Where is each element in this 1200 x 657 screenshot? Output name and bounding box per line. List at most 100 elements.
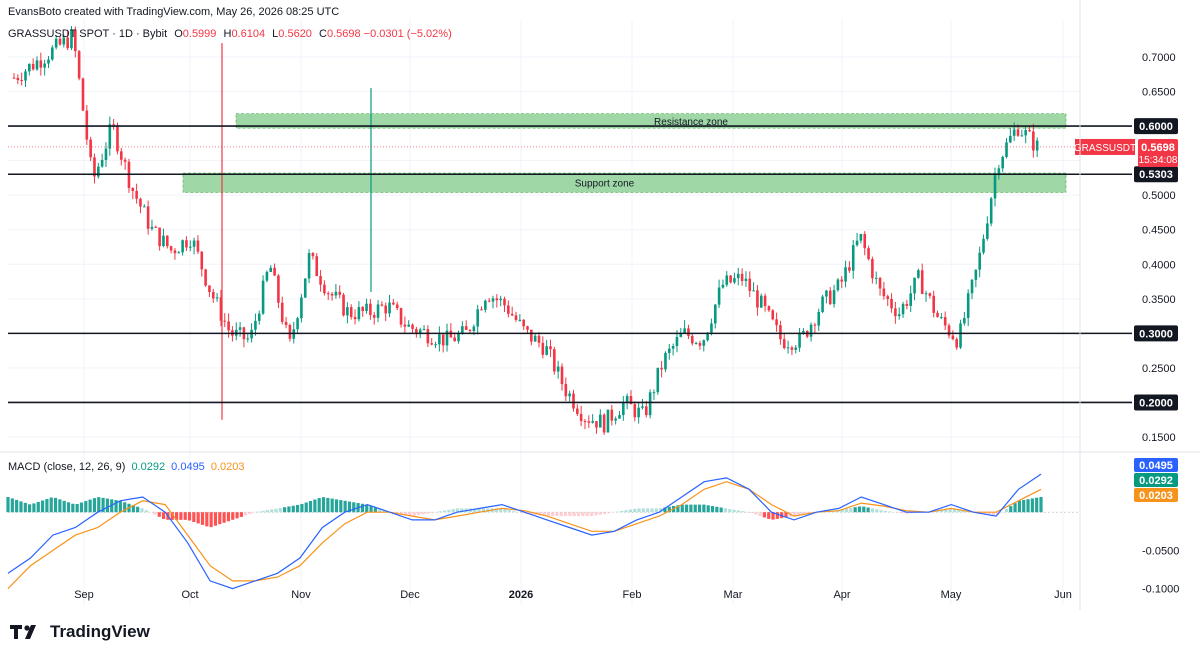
candle	[188, 240, 192, 252]
macd-hist-bar	[572, 512, 576, 517]
macd-hist-bar	[667, 506, 671, 513]
candle	[683, 320, 686, 334]
candle	[974, 269, 978, 288]
macd-hist-bar	[749, 512, 754, 514]
candle	[782, 333, 786, 350]
macd-hist-bar	[494, 508, 499, 513]
candle	[349, 304, 353, 320]
tradingview-logo[interactable]: TradingView	[10, 621, 150, 643]
candle	[35, 56, 39, 71]
candle	[300, 294, 303, 323]
candle	[142, 204, 146, 208]
macd-hist-bar	[615, 511, 620, 513]
candle	[315, 252, 319, 277]
candle	[890, 293, 893, 313]
ohlc-legend: GRASSUSDT SPOT · 1D · Bybit O0.5999 H0.6…	[8, 28, 452, 40]
macd-hist-bar	[101, 497, 105, 513]
tradingview-wordmark: TradingView	[50, 622, 150, 641]
macd-hist-bar	[693, 504, 697, 513]
candle	[269, 265, 273, 273]
zones-layer: Resistance zone Support zone	[182, 113, 1067, 193]
candle	[441, 334, 445, 353]
macd-hist-bar	[987, 512, 991, 515]
candle	[848, 261, 851, 273]
macd-hist-bar	[28, 504, 32, 513]
high-value: 0.6104	[231, 28, 266, 40]
macd-hist-bar	[840, 509, 844, 513]
candle	[438, 326, 441, 352]
macd-hist-bar	[1035, 497, 1039, 513]
candle	[1032, 123, 1035, 158]
open-label: O	[174, 28, 183, 40]
candle	[867, 245, 870, 261]
candle	[31, 58, 35, 71]
macd-hist-bar	[771, 512, 775, 520]
candle	[484, 299, 487, 313]
macd-hist-bar	[123, 502, 127, 513]
candle	[12, 73, 16, 79]
candle	[422, 325, 426, 331]
candle	[223, 313, 227, 328]
candle	[399, 307, 403, 328]
candle	[610, 404, 614, 426]
macd-hist-bar	[728, 508, 732, 513]
time-tick: Nov	[291, 589, 311, 601]
candle	[165, 235, 169, 249]
macd-hist-bar	[849, 507, 853, 513]
candle	[123, 157, 127, 170]
macd-hist-bar	[343, 500, 347, 513]
macd-hist-bar	[654, 508, 658, 513]
macd-hist-bar	[620, 510, 624, 513]
candle	[825, 289, 828, 304]
macd-hist-bar	[213, 512, 218, 526]
candle	[514, 311, 518, 322]
candle	[721, 279, 725, 289]
candle	[476, 304, 479, 335]
candle	[200, 251, 204, 277]
candle	[549, 339, 552, 357]
zone-rect[interactable]	[182, 172, 1067, 193]
candle	[372, 311, 376, 325]
price-tick: 0.1500	[1142, 432, 1176, 444]
candle	[407, 320, 411, 328]
macd-hist-bar	[862, 506, 866, 513]
macd-hist-bar	[952, 508, 957, 513]
candle	[840, 276, 844, 289]
candle	[836, 278, 840, 292]
candle	[579, 405, 583, 427]
symbol-label[interactable]: GRASSUSDT SPOT · 1D · Bybit	[8, 28, 168, 40]
candle	[303, 278, 307, 299]
macd-hist-bar	[58, 499, 62, 513]
macd-hist-bar	[767, 512, 771, 519]
candle	[323, 280, 326, 296]
levels-layer	[8, 125, 1132, 404]
candle	[997, 164, 1001, 180]
macd-hist-bar	[555, 512, 559, 517]
macd-hist-bar	[23, 502, 27, 513]
zone-rect[interactable]	[235, 113, 1067, 129]
macd-label[interactable]: MACD (close, 12, 26, 9)	[8, 461, 126, 473]
macd-hist-bar	[529, 512, 533, 515]
macd-hist-bar	[602, 512, 607, 514]
candle	[595, 420, 598, 434]
candle	[970, 278, 974, 300]
candle	[553, 346, 556, 375]
macd-value-tag-text: 0.0203	[1139, 490, 1173, 502]
candle	[583, 419, 587, 430]
macd-hist-bar	[153, 512, 157, 515]
candle	[602, 413, 606, 435]
candle	[740, 268, 744, 286]
macd-hist-bar	[905, 512, 909, 514]
macd-hist-bar	[170, 512, 174, 520]
macd-hist-bar	[53, 497, 58, 513]
candle	[855, 232, 859, 247]
candle	[208, 285, 211, 297]
macd-hist-bar	[676, 505, 680, 513]
candle	[365, 298, 368, 314]
macd-hist-bar	[1009, 506, 1013, 513]
macd-hist-bar	[883, 510, 888, 513]
macd-hist-bar	[118, 500, 122, 513]
macd-hist-bar	[265, 510, 269, 513]
level-tag	[1134, 325, 1178, 342]
